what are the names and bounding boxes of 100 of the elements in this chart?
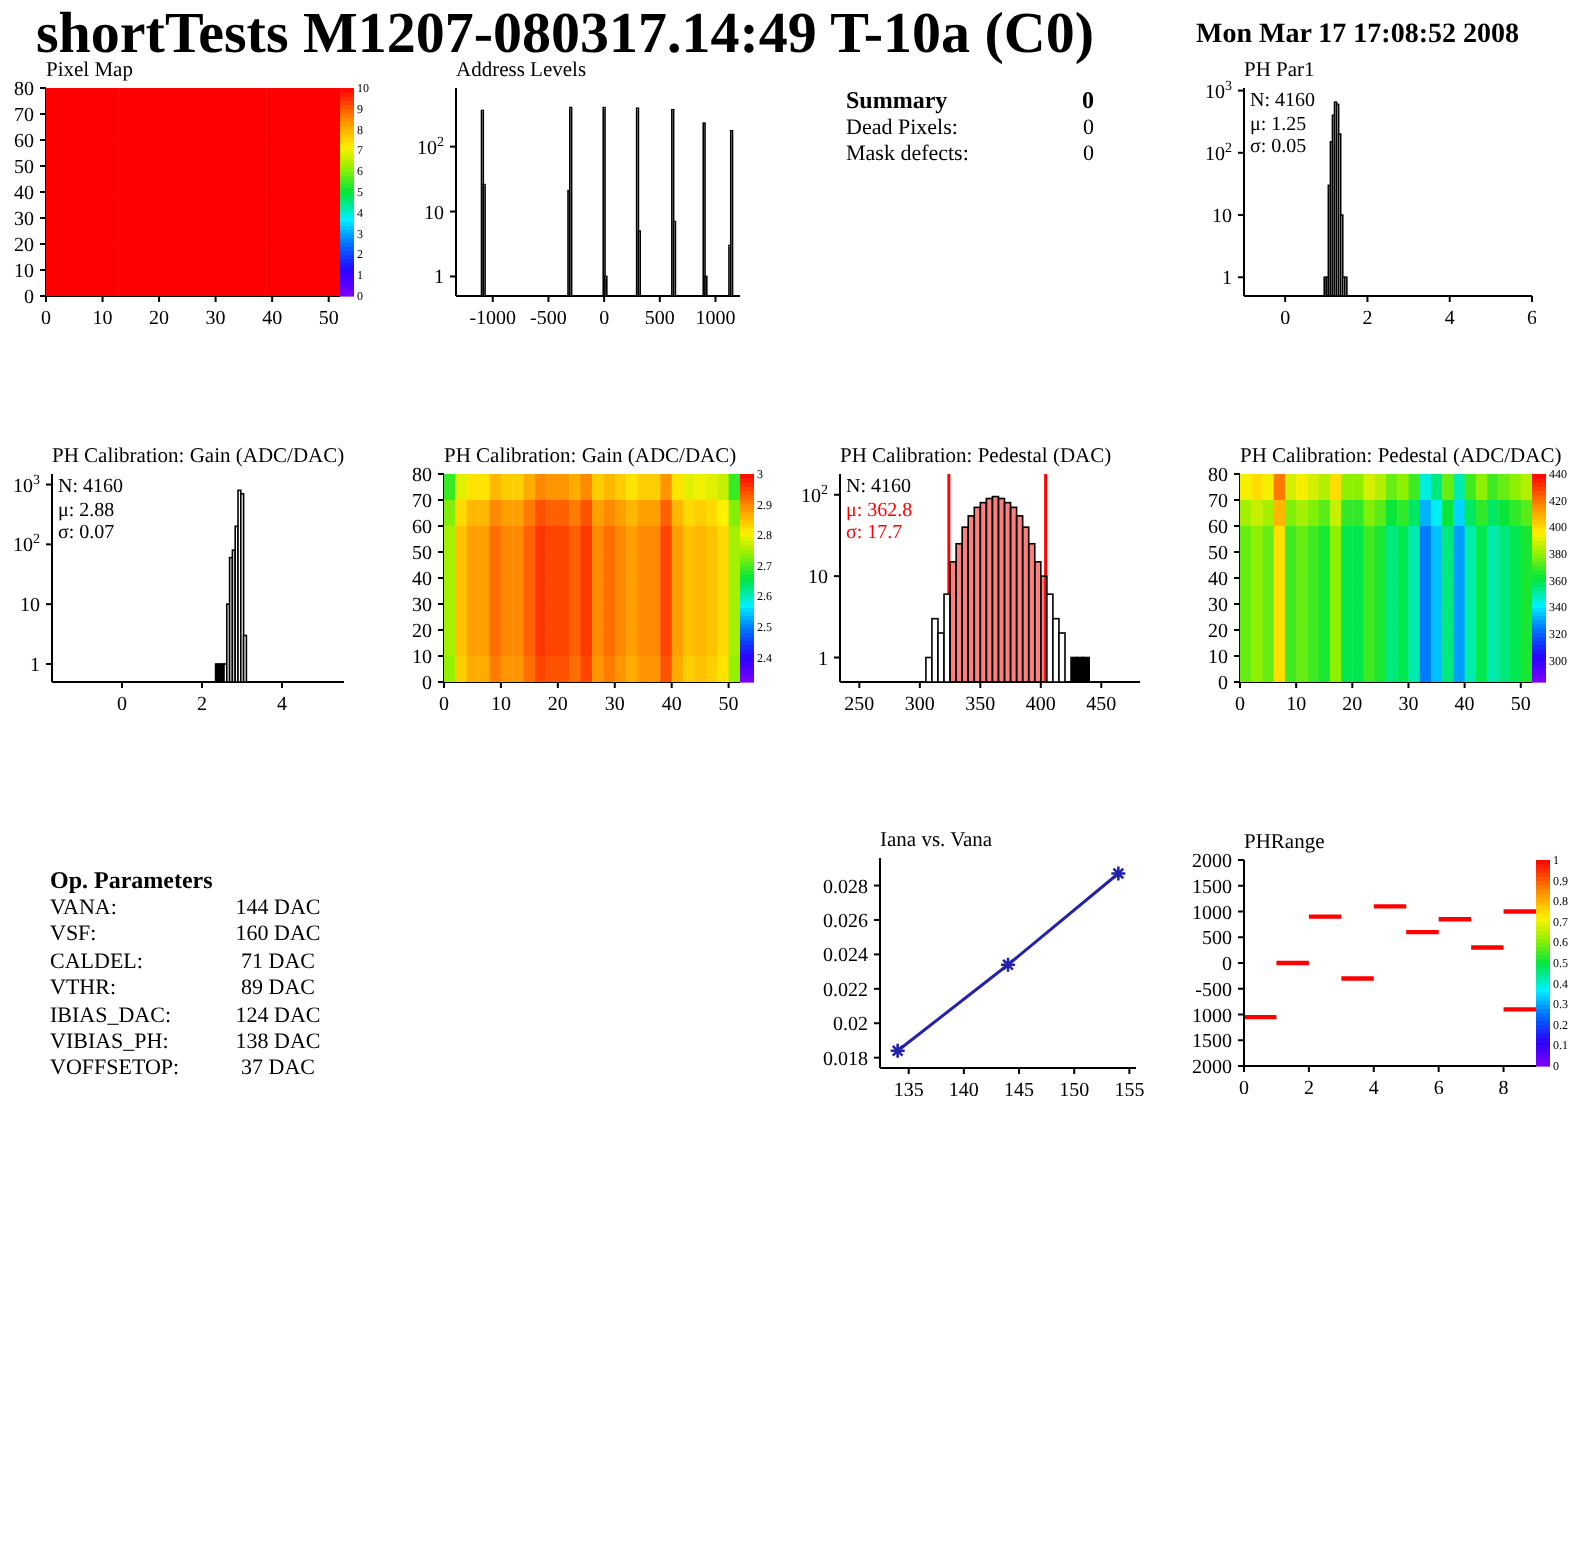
y-tick-label: 40	[14, 183, 34, 205]
chart-title: Pixel Map	[46, 60, 133, 82]
x-tick-label: 0	[599, 308, 610, 330]
y-tick-label: 0.022	[823, 979, 868, 1002]
x-tick-label: 10	[92, 308, 113, 330]
text: Dead Pixels:	[846, 116, 958, 140]
x-tick-label: 155	[1114, 1080, 1145, 1102]
x-tick-label: 0	[117, 694, 127, 716]
x-tick-label: 6	[1527, 308, 1537, 330]
y-tick-label: 10	[808, 567, 828, 590]
y-tick-label: 1500	[1192, 1031, 1232, 1054]
text: 144 DAC	[235, 896, 321, 920]
chart-title: PH Calibration: Pedestal (ADC/DAC)	[1240, 446, 1562, 468]
chart-title: PH Calibration: Gain (ADC/DAC)	[52, 446, 345, 468]
x-tick-label: 450	[1086, 694, 1117, 716]
y-tick-label: 60	[412, 517, 432, 539]
y-tick-label: 0	[1218, 673, 1228, 695]
y-tick-label: 10$^{3}$	[1205, 77, 1233, 104]
y-tick-label: 10	[424, 202, 444, 225]
chart-title: PHRange	[1244, 832, 1325, 854]
y-tick-label: 50	[412, 543, 432, 565]
x-tick-label: 4	[1444, 308, 1455, 330]
annotation: σ: 0.07	[58, 522, 115, 544]
x-tick-label: 150	[1059, 1080, 1090, 1102]
chart-title: Iana vs. Vana	[880, 830, 993, 852]
y-tick-label: 10	[20, 595, 40, 618]
y-tick-label: 1500	[1192, 876, 1232, 899]
y-tick-label: 20	[14, 235, 34, 257]
text: VIBIAS_PH:	[50, 1030, 169, 1055]
y-tick-label: 0.028	[823, 876, 868, 899]
y-tick-label: 80	[14, 79, 34, 101]
x-tick-label: 1000	[695, 308, 736, 330]
y-tick-label: 1	[434, 267, 444, 290]
y-tick-label: 0.02	[833, 1014, 868, 1037]
x-tick-label: 140	[948, 1080, 979, 1102]
y-tick-label: 60	[14, 131, 34, 153]
chart-title: Address Levels	[456, 60, 587, 82]
x-tick-label: 10	[1286, 694, 1307, 716]
x-tick-label: 10	[490, 694, 511, 716]
text: IBIAS_DAC:	[50, 1003, 172, 1028]
x-tick-label: 8	[1498, 1078, 1509, 1100]
x-tick-label: 40	[262, 308, 283, 330]
text: VTHR:	[50, 976, 116, 1001]
text: 138 DAC	[235, 1030, 321, 1055]
y-tick-label: 20	[1208, 621, 1228, 643]
text: 0	[1083, 142, 1094, 167]
y-tick-label: 500	[1202, 928, 1232, 951]
x-tick-label: 40	[661, 694, 682, 716]
x-tick-label: 400	[1025, 694, 1056, 716]
y-tick-label: 2000	[1192, 851, 1232, 873]
y-tick-label: 80	[1208, 465, 1228, 487]
text: VSF:	[50, 922, 97, 947]
x-tick-label: 2	[1303, 1078, 1314, 1100]
y-tick-label: 1	[818, 648, 828, 671]
y-tick-label: 2000	[1192, 1057, 1232, 1079]
y-tick-label: 40	[412, 569, 432, 591]
x-tick-label: 50	[318, 308, 339, 330]
annotation: σ: 17.7	[846, 522, 903, 544]
x-tick-label: 50	[1510, 694, 1531, 716]
text: 89 DAC	[241, 976, 315, 1001]
x-tick-label: 0	[1239, 1078, 1249, 1100]
x-tick-label: 40	[1454, 694, 1475, 716]
text: 160 DAC	[235, 922, 321, 947]
annotation: N: 4160	[1250, 90, 1315, 112]
x-tick-label: 145	[1004, 1080, 1035, 1102]
y-tick-label: 30	[1208, 595, 1228, 617]
y-tick-label: 0	[1222, 954, 1232, 976]
x-tick-label: -1000	[469, 308, 517, 330]
x-tick-label: 2	[197, 694, 207, 716]
y-tick-label: 1000	[1192, 1005, 1232, 1028]
y-tick-label: 70	[1208, 491, 1228, 513]
y-tick-label: 10	[14, 261, 34, 283]
x-tick-label: -500	[530, 308, 567, 330]
x-tick-label: 0	[1280, 308, 1291, 330]
x-tick-label: 4	[1368, 1078, 1379, 1100]
text: 71 DAC	[241, 949, 315, 974]
y-tick-label: 10	[1212, 206, 1232, 229]
x-tick-label: 20	[149, 308, 170, 330]
chart-title: PH Calibration: Gain (ADC/DAC)	[444, 446, 737, 468]
y-tick-label: 1	[30, 654, 40, 677]
y-tick-label: 1000	[1192, 902, 1232, 925]
annotation: N: 4160	[846, 476, 911, 498]
y-tick-label: 40	[1208, 569, 1228, 591]
x-tick-label: 30	[1398, 694, 1419, 716]
text: Op. Parameters	[50, 864, 213, 896]
y-tick-label: 50	[14, 157, 34, 179]
x-tick-label: 30	[604, 694, 625, 716]
x-tick-label: 6	[1433, 1078, 1444, 1100]
x-tick-label: 20	[547, 694, 568, 716]
y-tick-label: 70	[412, 491, 432, 513]
y-tick-label: 10$^{2}$	[1205, 139, 1233, 166]
text: Mask defects:	[846, 142, 969, 167]
y-tick-label: 0	[24, 287, 34, 309]
x-tick-label: 135	[893, 1080, 924, 1102]
y-tick-label: 60	[1208, 517, 1228, 539]
y-tick-label: 0.024	[823, 945, 868, 968]
chart-title: PH Calibration: Pedestal (DAC)	[840, 446, 1112, 468]
text: Mon Mar 17 17:08:52 2008	[1196, 20, 1519, 50]
y-tick-label: 10$^{3}$	[13, 471, 41, 498]
annotation: μ: 362.8	[846, 499, 913, 521]
